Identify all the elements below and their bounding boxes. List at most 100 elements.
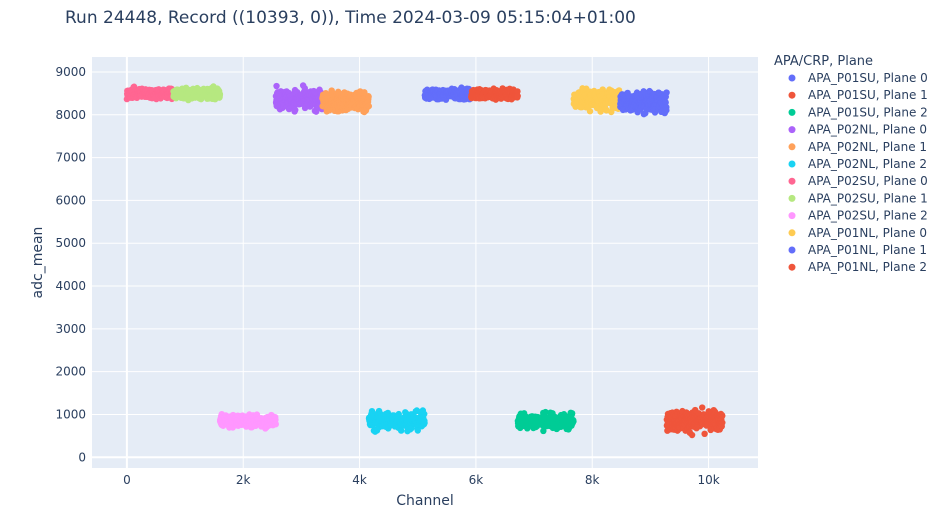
legend-item: APA_P02NL, Plane 2 — [788, 157, 927, 171]
y-axis-title: adc_mean — [30, 227, 46, 299]
legend-item: APA_P01SU, Plane 2 — [788, 105, 928, 119]
series-apa-p01nl-plane-2 — [663, 404, 726, 439]
legend-item: APA_P02NL, Plane 0 — [788, 123, 927, 137]
series-apa-p02su-plane-1 — [170, 83, 224, 104]
data-point — [408, 425, 415, 432]
x-tick-label: 8k — [585, 473, 600, 487]
data-point — [586, 108, 594, 115]
y-axis-ticks: 0 1000 2000 3000 4000 5000 6000 7000 8000 9000 — [55, 65, 86, 464]
series-apa-p01nl-plane-1 — [617, 87, 670, 118]
legend-item: APA_P01NL, Plane 2 — [788, 260, 927, 274]
x-tick-label: 2k — [236, 473, 251, 487]
y-tick-label: 2000 — [55, 365, 86, 379]
legend-label: APA_P02SU, Plane 2 — [808, 209, 928, 223]
data-point — [292, 106, 299, 114]
legend-label: APA_P02SU, Plane 0 — [808, 174, 928, 188]
x-tick-label: 6k — [469, 473, 484, 487]
y-tick-label: 4000 — [55, 279, 86, 293]
legend-item: APA_P02SU, Plane 2 — [788, 209, 928, 223]
data-point — [421, 419, 428, 427]
legend-label: APA_P01NL, Plane 1 — [808, 243, 927, 257]
y-tick-label: 0 — [78, 450, 86, 464]
legend-title: APA/CRP, Plane — [774, 54, 873, 69]
plot-area — [92, 57, 758, 468]
legend-label: APA_P02SU, Plane 1 — [808, 191, 928, 205]
data-point — [421, 410, 428, 418]
x-axis-ticks: 0 2k 4k 6k 8k 10k — [123, 473, 720, 487]
x-tick-label: 0 — [123, 473, 131, 487]
data-point — [663, 89, 670, 96]
legend-item: APA_P01SU, Plane 0 — [788, 71, 928, 85]
data-point — [414, 427, 421, 434]
chart-title: Run 24448, Record ((10393, 0)), Time 202… — [65, 8, 636, 28]
legend-label: APA_P01SU, Plane 0 — [808, 71, 928, 85]
legend-item: APA_P02SU, Plane 0 — [788, 174, 928, 188]
data-point — [514, 88, 521, 95]
legend-marker — [788, 212, 796, 220]
series-apa-p01su-plane-1 — [468, 85, 521, 103]
legend-marker — [788, 246, 796, 254]
x-tick-label: 10k — [697, 473, 719, 487]
legend-marker — [788, 108, 796, 116]
data-points — [123, 82, 726, 439]
legend-marker — [788, 126, 796, 134]
y-tick-label: 5000 — [55, 236, 86, 250]
data-point — [688, 431, 696, 439]
data-point — [361, 89, 368, 96]
data-point — [542, 408, 549, 416]
data-point — [540, 427, 547, 435]
data-point — [701, 430, 708, 438]
legend-marker — [788, 194, 796, 202]
data-point — [603, 107, 610, 114]
legend-item: APA_P01NL, Plane 0 — [788, 226, 927, 240]
legend-marker — [788, 74, 796, 82]
series-apa-p01su-plane-2 — [514, 408, 577, 435]
data-point — [699, 404, 706, 411]
data-point — [568, 410, 576, 417]
data-point — [365, 93, 372, 100]
data-point — [273, 82, 280, 90]
legend-label: APA_P01NL, Plane 2 — [808, 260, 927, 274]
y-tick-label: 1000 — [55, 407, 86, 421]
gridlines — [92, 57, 758, 468]
legend: APA/CRP, Plane APA_P01SU, Plane 0 APA_P01… — [774, 54, 928, 274]
y-tick-label: 9000 — [55, 65, 86, 79]
data-point — [365, 102, 373, 110]
data-point — [662, 99, 669, 106]
legend-label: APA_P01SU, Plane 1 — [808, 88, 928, 102]
y-tick-label: 8000 — [55, 108, 86, 122]
data-point — [395, 410, 402, 418]
series-apa-p02nl-plane-1 — [319, 87, 373, 116]
x-axis-title: Channel — [396, 493, 453, 509]
legend-marker — [788, 177, 796, 185]
data-point — [719, 412, 726, 420]
legend-marker — [788, 143, 796, 151]
legend-label: APA_P01SU, Plane 2 — [808, 105, 928, 119]
y-tick-label: 7000 — [55, 151, 86, 165]
series-apa-p01nl-plane-0 — [570, 85, 624, 116]
y-tick-label: 6000 — [55, 193, 86, 207]
series-apa-p02su-plane-2 — [216, 410, 279, 432]
legend-label: APA_P02NL, Plane 2 — [808, 157, 927, 171]
legend-marker — [788, 229, 796, 237]
legend-item: APA_P01NL, Plane 1 — [788, 243, 927, 257]
data-point — [570, 418, 577, 425]
legend-marker — [788, 263, 796, 271]
legend-marker — [788, 91, 796, 99]
legend-label: APA_P02NL, Plane 1 — [808, 140, 927, 154]
data-point — [272, 420, 279, 428]
data-point — [514, 92, 521, 100]
legend-label: APA_P01NL, Plane 0 — [808, 226, 927, 240]
series-apa-p02nl-plane-2 — [365, 407, 428, 435]
legend-marker — [788, 160, 796, 168]
x-tick-label: 4k — [352, 473, 367, 487]
legend-item: APA_P02SU, Plane 1 — [788, 191, 928, 205]
data-point — [719, 419, 726, 426]
data-point — [663, 107, 670, 114]
legend-label: APA_P02NL, Plane 0 — [808, 123, 927, 137]
series-apa-p02nl-plane-0 — [272, 82, 326, 115]
legend-item: APA_P01SU, Plane 1 — [788, 88, 928, 102]
y-tick-label: 3000 — [55, 322, 86, 336]
data-point — [397, 427, 405, 434]
